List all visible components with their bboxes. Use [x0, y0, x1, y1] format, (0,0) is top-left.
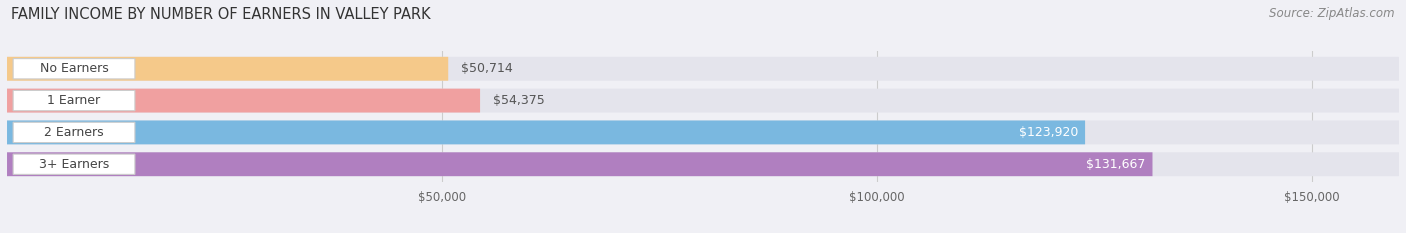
FancyBboxPatch shape [7, 152, 1153, 176]
FancyBboxPatch shape [13, 59, 135, 79]
Text: $131,667: $131,667 [1087, 158, 1146, 171]
Text: $123,920: $123,920 [1019, 126, 1078, 139]
Text: 1 Earner: 1 Earner [48, 94, 101, 107]
FancyBboxPatch shape [13, 154, 135, 174]
FancyBboxPatch shape [7, 57, 1399, 81]
Text: $50,714: $50,714 [461, 62, 513, 75]
FancyBboxPatch shape [7, 89, 1399, 113]
Text: Source: ZipAtlas.com: Source: ZipAtlas.com [1270, 7, 1395, 20]
Text: 2 Earners: 2 Earners [44, 126, 104, 139]
Text: 3+ Earners: 3+ Earners [39, 158, 110, 171]
FancyBboxPatch shape [7, 120, 1085, 144]
FancyBboxPatch shape [13, 90, 135, 111]
FancyBboxPatch shape [7, 89, 479, 113]
Text: No Earners: No Earners [39, 62, 108, 75]
FancyBboxPatch shape [13, 122, 135, 143]
Text: $54,375: $54,375 [494, 94, 546, 107]
FancyBboxPatch shape [7, 57, 449, 81]
FancyBboxPatch shape [7, 152, 1399, 176]
Text: FAMILY INCOME BY NUMBER OF EARNERS IN VALLEY PARK: FAMILY INCOME BY NUMBER OF EARNERS IN VA… [11, 7, 430, 22]
FancyBboxPatch shape [7, 120, 1399, 144]
